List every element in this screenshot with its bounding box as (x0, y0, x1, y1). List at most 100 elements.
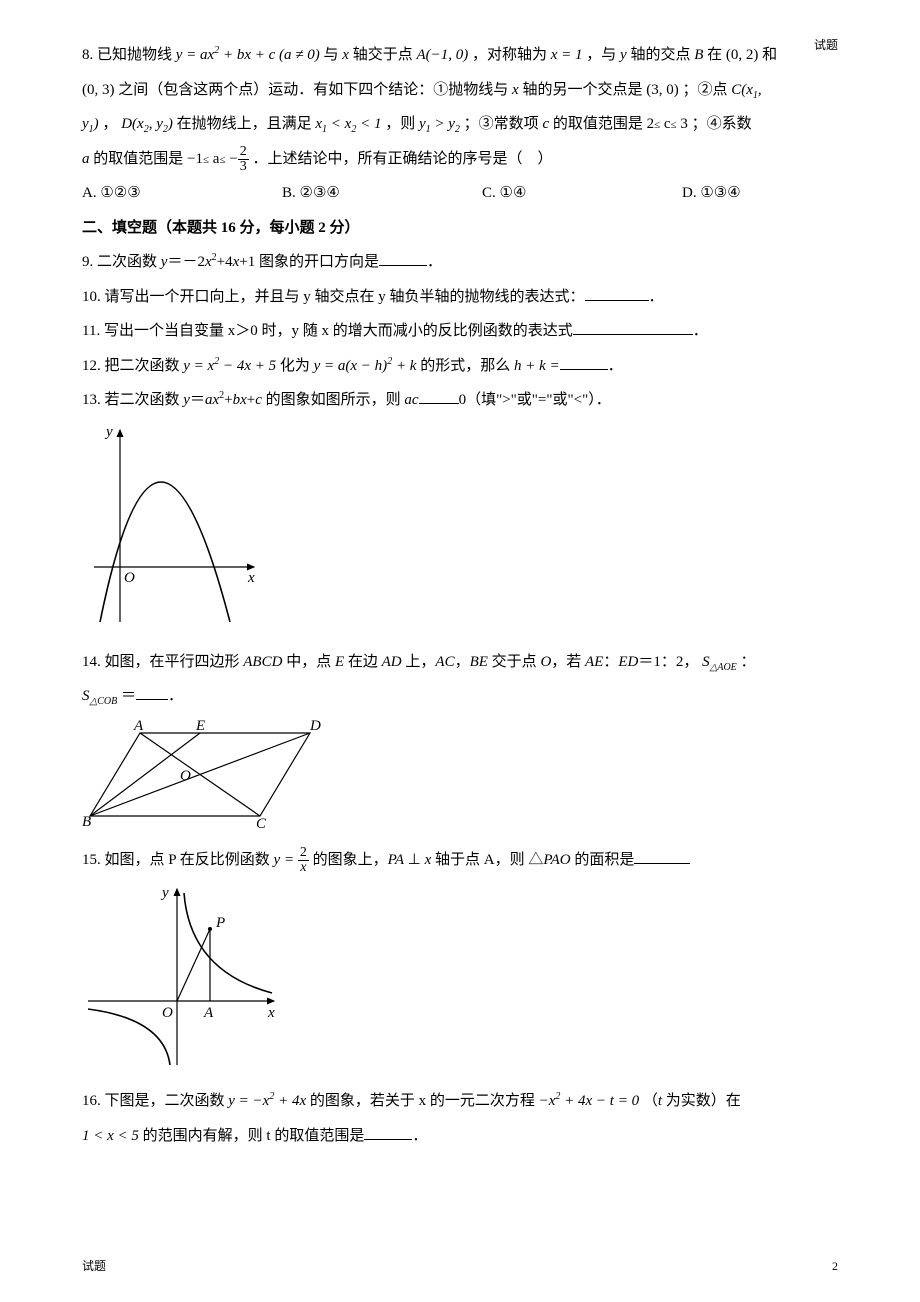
q11: 11. 写出一个当自变量 x＞0 时，y 随 x 的增大而减小的反比例函数的表达… (82, 314, 838, 349)
q8-opt-c: C. ①④ (482, 176, 682, 211)
q8-x: x (342, 47, 349, 63)
q8-D: D(x2, y2) (121, 116, 173, 132)
q14-p1: 14. 如图，在平行四边形 ABCD 中，点 E 在边 AD 上，AC，BE 交… (82, 654, 698, 670)
q12-eq2: y = a(x − h)2 + k (314, 358, 417, 374)
footer-left: 试题 (82, 1257, 106, 1274)
svg-text:B: B (82, 814, 91, 830)
q16-p2: 的图象，若关于 x 的一元二次方程 (310, 1093, 539, 1109)
q10-tail: ． (649, 289, 664, 305)
q14-s2: S△COB (82, 688, 117, 704)
q13: 13. 若二次函数 y＝ax2+bx+c 的图象如图所示，则 ac 0（填">"或… (82, 383, 838, 418)
q15-blank (634, 848, 690, 864)
q9-tail: ． (427, 254, 442, 270)
q8-rngc: 2≤ c≤ 3 (647, 116, 688, 132)
q14-blank (136, 684, 168, 700)
q8-opt-b: B. ②③④ (282, 176, 482, 211)
q8-ineq2: y1 > y2 (419, 116, 460, 132)
svg-text:D: D (309, 718, 321, 734)
q12-p3: 的形式，那么 (420, 358, 514, 374)
q14-p3: ： (741, 654, 756, 670)
q9-blank (379, 250, 427, 266)
q8-options: A. ①②③ B. ②③④ C. ①④ D. ①③④ (82, 176, 838, 211)
q15-frac: 2x (298, 846, 309, 875)
q8-x2: x (512, 82, 519, 98)
q15: 15. 如图，点 P 在反比例函数 y = 2x 的图象上，PA ⊥ x 轴于点… (82, 843, 838, 878)
q16-eq2: −x2 + 4x − t = 0 (539, 1093, 639, 1109)
q12-p1: 12. 把二次函数 (82, 358, 183, 374)
header-label: 试题 (814, 36, 838, 53)
q11-blank (573, 319, 693, 335)
q15-svg: P O A x y (82, 881, 282, 1071)
svg-text:C: C (256, 816, 267, 830)
q11-tail: ． (693, 323, 708, 339)
q15-p2: 的图象上，PA ⊥ x 轴于点 A，则 △PAO 的面积是 (313, 852, 635, 868)
q12-tail: ． (608, 358, 623, 374)
q8-t18: ．上述结论中，所有正确结论的序号是（ ） (252, 151, 552, 167)
q8-t4: ，与 (586, 47, 620, 63)
q8-t8: 之间（包含这两个点）运动．有如下四个结论：①抛物线与 (118, 82, 512, 98)
q8-t15: 的取值范围是 (553, 116, 647, 132)
q8-opt-a: A. ①②③ (82, 176, 282, 211)
q13-p1: 13. 若二次函数 y＝ax2+bx+c 的图象如图所示，则 ac (82, 392, 419, 408)
q8-opt-d: D. ①③④ (682, 176, 741, 211)
q8-t3: ，对称轴为 (472, 47, 551, 63)
q8-t6: 在 (707, 47, 726, 63)
q8-t16: ；④系数 (692, 116, 752, 132)
q13-figure: O x y (82, 422, 838, 637)
q8-C: C(x1, (731, 82, 761, 98)
q8-t9: 轴的另一个交点是 (522, 82, 646, 98)
q8-t12: 在抛物线上，且满足 (177, 116, 316, 132)
q14-s1: S△AOE (702, 654, 737, 670)
q14-p5: ＝ (121, 688, 136, 704)
svg-text:P: P (215, 915, 225, 931)
q13-svg: O x y (82, 422, 262, 632)
q16-p1: 16. 下图是，二次函数 (82, 1093, 228, 1109)
section2-title: 二、填空题（本题共 16 分，每小题 2 分） (82, 211, 838, 246)
q9: 9. 二次函数 y＝－2x2+4x+1 图象的开口方向是 ． (82, 245, 838, 280)
q16-eq1: y = −x2 + 4x (228, 1093, 306, 1109)
q12-eq3: h + k = (514, 358, 560, 374)
q8-c: c (542, 116, 549, 132)
q15-frac-num: 2 (298, 846, 309, 861)
q14-figure: A E D B C O (82, 718, 838, 835)
q16-l1: 16. 下图是，二次函数 y = −x2 + 4x 的图象，若关于 x 的一元二… (82, 1084, 838, 1119)
q16-rng: 1 < x < 5 (82, 1128, 139, 1144)
q8-sym: x = 1 (551, 47, 583, 63)
svg-text:O: O (124, 570, 135, 586)
q8-a: a (82, 151, 90, 167)
svg-text:O: O (162, 1005, 173, 1021)
q8-rnga: −1≤ a≤ − (187, 151, 238, 167)
q16-p3: （t 为实数）在 (643, 1093, 741, 1109)
q16-tail: ． (412, 1128, 427, 1144)
q15-frac-den: x (298, 861, 309, 875)
q14-tail: ． (168, 688, 183, 704)
q11-text: 11. 写出一个当自变量 x＞0 时，y 随 x 的增大而减小的反比例函数的表达… (82, 323, 573, 339)
q15-p1: 15. 如图，点 P 在反比例函数 (82, 852, 274, 868)
svg-text:y: y (104, 424, 113, 440)
q14-l1: 14. 如图，在平行四边形 ABCD 中，点 E 在边 AD 上，AC，BE 交… (82, 645, 838, 680)
q8-y: y (620, 47, 627, 63)
q10: 10. 请写出一个开口向上，并且与 y 轴交点在 y 轴负半轴的抛物线的表达式：… (82, 280, 838, 315)
svg-text:x: x (267, 1005, 275, 1021)
q13-blank (419, 388, 459, 404)
q13-p2: 0（填">"或"="或"<"）． (459, 392, 611, 408)
q8-r1: (0, 2) (726, 47, 759, 63)
q10-blank (585, 285, 649, 301)
q8-t17: 的取值范围是 (93, 151, 187, 167)
q14-l2: S△COB ＝ ． (82, 679, 838, 714)
q8-frac-num: 2 (238, 145, 249, 160)
q8-t10: ；②点 (682, 82, 731, 98)
svg-text:A: A (203, 1005, 214, 1021)
q8-line2: (0, 3) 之间（包含这两个点）运动．有如下四个结论：①抛物线与 x 轴的另一… (82, 73, 838, 108)
q8-t13: ，则 (385, 116, 419, 132)
svg-text:E: E (195, 718, 205, 734)
q8-ineq1: x1 < x2 < 1 (315, 116, 381, 132)
q12-eq1: y = x2 − 4x + 5 (183, 358, 276, 374)
q8-r2: (0, 3) (82, 82, 115, 98)
q15-eq: y = (274, 852, 298, 868)
q14-svg: A E D B C O (82, 718, 322, 830)
q8-line3: y1) ， D(x2, y2) 在抛物线上，且满足 x1 < x2 < 1 ，则… (82, 107, 838, 142)
q8-pt3: (3, 0) (646, 82, 679, 98)
svg-text:x: x (247, 570, 255, 586)
q9-text: 9. 二次函数 y＝－2x2+4x+1 图象的开口方向是 (82, 254, 379, 270)
